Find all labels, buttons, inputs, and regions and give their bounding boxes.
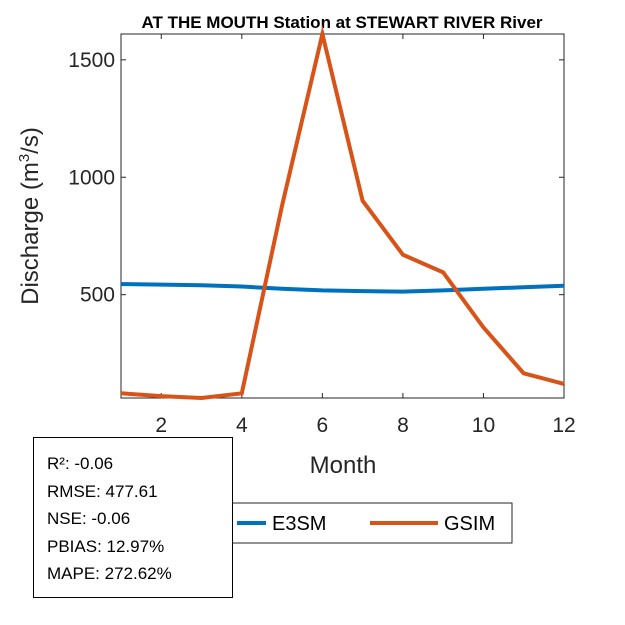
- series-layer: [120, 25, 565, 401]
- y-tick-label: 1500: [68, 49, 115, 72]
- stat-nse: NSE: -0.06: [47, 509, 131, 528]
- legend-label-e3sm: E3SM: [272, 513, 326, 535]
- stat-rmse: RMSE: 477.61: [47, 481, 158, 501]
- y-axis-ticks: 500 1000 1500: [68, 49, 564, 307]
- x-tick-label: 10: [472, 414, 495, 437]
- legend-label-gsim: GSIM: [444, 513, 495, 535]
- x-axis-label: Month: [310, 452, 377, 479]
- y-tick-label: 1000: [68, 166, 115, 189]
- chart-title: AT THE MOUTH Station at STEWART RIVER Ri…: [141, 13, 542, 32]
- legend: E3SM GSIM: [231, 502, 513, 544]
- x-tick-label: 6: [317, 414, 329, 437]
- stats-box: R²: -0.06 RMSE: 477.61 NSE: -0.06 PBIAS:…: [33, 437, 233, 598]
- x-tick-label: 2: [155, 414, 167, 437]
- y-tick-label: 500: [80, 284, 115, 307]
- x-tick-label: 12: [552, 414, 575, 437]
- x-axis-ticks: 2 4 6 8 10 12: [155, 34, 576, 437]
- y-axis-label-main: Discharge (m: [17, 162, 44, 305]
- stat-mape: MAPE: 272.62%: [47, 564, 172, 583]
- series-line-e3sm: [120, 282, 565, 294]
- stat-pbias: PBIAS: 12.97%: [47, 536, 165, 556]
- y-axis-label-end: /s): [17, 127, 44, 154]
- series-line-gsim: [120, 25, 565, 401]
- x-tick-label: 8: [397, 414, 409, 437]
- x-tick-label: 4: [236, 414, 248, 437]
- y-axis-label-sup: 3: [16, 154, 33, 162]
- y-axis-label: Discharge (m3/s): [16, 127, 44, 305]
- stat-r2: R²: -0.06: [47, 454, 114, 473]
